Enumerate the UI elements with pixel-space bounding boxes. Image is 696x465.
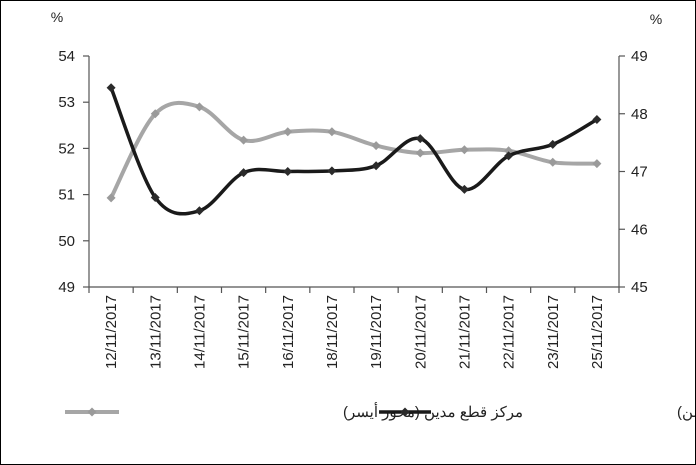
credit-data-point [504,151,514,161]
debit-data-point [106,193,116,203]
right-tick-label: 49 [631,48,648,65]
left-tick-label: 51 [58,187,75,204]
left-tick-label: 54 [58,48,75,65]
left-axis-unit: % [51,9,63,25]
credit-data-point [194,206,204,216]
legend-label-credit: مركز قطع دائن (محور أيمن) [677,402,695,421]
x-category-label: 15/11/2017 [236,295,253,369]
left-tick-label: 49 [58,279,75,296]
legend-marker-credit [400,407,410,417]
debit-data-point [194,102,204,112]
axes: % % 49 50 51 52 53 54 45 46 47 48 49 12/11/2017 13/11/… [51,9,662,369]
credit-data-point [283,167,293,176]
debit-data-point [415,148,425,158]
credit-data-point [371,161,381,171]
debit-data-point [548,157,558,167]
x-category-label: 20/11/2017 [412,295,429,369]
legend-marker-debit [87,407,97,417]
debit-data-point [327,127,337,137]
debit-data-point [150,109,160,119]
credit-data-point [415,134,425,144]
x-category-label: 22/11/2017 [501,295,518,369]
right-tick-label: 45 [631,279,648,296]
debit-data-point [283,127,293,137]
credit-data-point [548,139,558,149]
x-category-label: 14/11/2017 [191,295,208,369]
left-tick-label: 52 [58,140,75,157]
x-category-label: 21/11/2017 [456,295,473,369]
debit-data-point [371,141,381,151]
x-category-label: 18/11/2017 [324,295,341,369]
series-lines [106,83,602,216]
left-tick-label: 53 [58,94,75,111]
debit-data-point [504,146,514,156]
credit-data-point [327,166,337,176]
legend: مركز قطع مدين (محور أيسر) مركز قطع دائن (… [65,402,695,421]
credit-data-point [239,168,249,178]
credit-data-point [106,83,116,93]
right-tick-label: 48 [631,106,648,123]
debit-data-point [239,135,249,145]
credit-data-point [459,184,469,194]
x-category-label: 16/11/2017 [280,295,297,369]
right-tick-label: 47 [631,164,648,181]
left-tick-label: 50 [58,233,75,250]
x-category-label: 19/11/2017 [368,295,385,369]
x-category-label: 23/11/2017 [545,295,562,369]
credit-data-point [592,115,602,125]
debit-data-point [592,159,602,169]
x-category-label: 12/11/2017 [103,295,120,369]
credit-data-point [150,192,160,202]
right-tick-label: 46 [631,221,648,238]
right-axis-unit: % [650,11,662,27]
debit-data-point [459,145,469,155]
x-category-label: 25/11/2017 [589,295,606,369]
legend-label-debit: مركز قطع مدين (محور أيسر) [343,402,523,421]
x-category-label: 13/11/2017 [147,295,164,369]
credit-series-line [109,86,599,216]
